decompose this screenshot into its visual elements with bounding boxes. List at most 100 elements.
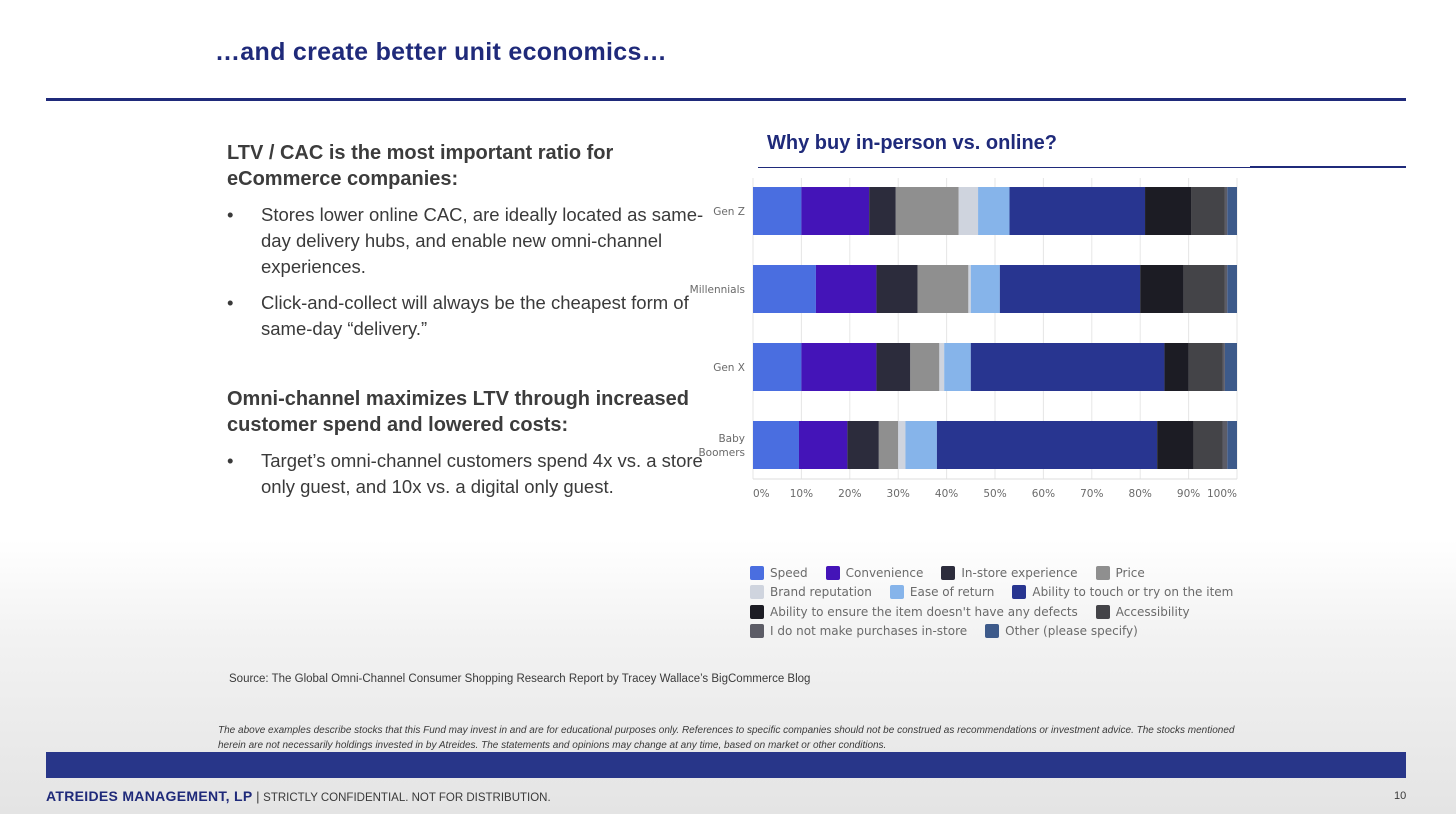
legend-swatch: [750, 604, 764, 619]
bar-segment: [1157, 421, 1194, 469]
legend-item: Speed: [750, 565, 808, 580]
bullet-text: Target’s omni-channel customers spend 4x…: [261, 450, 703, 497]
chart-title-rule: [758, 167, 1406, 168]
bullet-item: • Click-and-collect will always be the ch…: [227, 290, 707, 342]
legend-row: Ability to ensure the item doesn't have …: [750, 602, 1270, 622]
bar-segment: [936, 421, 1158, 469]
legend-item: Other (please specify): [985, 624, 1138, 639]
legend-label: Other (please specify): [1005, 624, 1138, 639]
bullet-item: • Target’s omni-channel customers spend 4…: [227, 448, 707, 500]
left-column-section-2: Omni-channel maximizes LTV through incre…: [227, 386, 707, 510]
page-number: 10: [1394, 790, 1407, 802]
legend-label: Ability to ensure the item doesn't have …: [770, 604, 1078, 619]
bar-segment: [978, 187, 1010, 235]
bar-segment: [815, 265, 877, 313]
legend-label: I do not make purchases in-store: [770, 624, 968, 639]
bar-segment: [917, 265, 969, 313]
bar-segment: [801, 343, 877, 391]
section-2-bullets: • Target’s omni-channel customers spend 4…: [227, 448, 707, 500]
legend-item: Ability to ensure the item doesn't have …: [750, 604, 1078, 619]
tick-label: 60%: [1032, 488, 1055, 500]
bar-segment: [1224, 265, 1228, 313]
legend-item: Accessibility: [1095, 604, 1190, 619]
chart-legend: Speed Convenience In-store experience Price…: [750, 563, 1270, 641]
bar-segment: [958, 187, 979, 235]
legend-item: Ability to touch or try on the item: [1012, 585, 1234, 600]
bar-segment: [1222, 421, 1228, 469]
bar-segment: [801, 187, 870, 235]
legend-item: In-store experience: [941, 565, 1078, 580]
legend-row: Speed Convenience In-store experience Price: [750, 563, 1270, 583]
footer-band: [46, 752, 1406, 778]
legend-row: I do not make purchases in-store Other (p…: [750, 622, 1270, 642]
bar-segment: [970, 265, 1000, 313]
bar-segment: [970, 343, 1165, 391]
legend-swatch: [1095, 565, 1110, 580]
category-label: Millennials: [690, 284, 745, 296]
chart-title-rule-accent: [1250, 166, 1406, 168]
tick-label: 50%: [983, 488, 1006, 500]
legend-item: I do not make purchases in-store: [750, 624, 968, 639]
section-1-heading: LTV / CAC is the most important ratio fo…: [227, 142, 614, 190]
bar-segment: [878, 421, 899, 469]
tick-label: 70%: [1080, 488, 1103, 500]
legend-item: Convenience: [825, 565, 923, 580]
bar-segment: [1227, 265, 1237, 313]
legend-swatch: [1012, 585, 1027, 600]
legend-item: Ease of return: [889, 585, 995, 600]
legend-swatch: [941, 565, 956, 580]
bar-segment: [1183, 265, 1225, 313]
tick-label: 40%: [935, 488, 958, 500]
bar-segment: [944, 343, 971, 391]
bar-segment: [876, 265, 918, 313]
bar-segment: [1227, 187, 1237, 235]
bullet-text: Stores lower online CAC, are ideally loc…: [261, 204, 704, 277]
bullet-dot: •: [227, 292, 234, 313]
bar-segment: [968, 265, 971, 313]
legend-label: Accessibility: [1115, 604, 1190, 619]
legend-label: Ease of return: [909, 585, 995, 600]
legend-swatch: [889, 585, 904, 600]
tick-label: 10%: [790, 488, 813, 500]
title-rule: [46, 98, 1406, 101]
bar-segment: [1140, 265, 1184, 313]
bar-segment: [1009, 187, 1146, 235]
bullet-item: • Stores lower online CAC, are ideally lo…: [227, 202, 707, 280]
legend-row: Brand reputation Ease of return Ability to…: [750, 583, 1270, 603]
section-1-bullets: • Stores lower online CAC, are ideally lo…: [227, 202, 707, 342]
legend-label: Ability to touch or try on the item: [1032, 585, 1234, 600]
category-label: Boomers: [698, 447, 745, 459]
bar-segment: [898, 421, 906, 469]
legend-swatch: [985, 624, 1000, 639]
legend-swatch: [825, 565, 840, 580]
legend-label: In-store experience: [961, 565, 1078, 580]
bullet-text: Click-and-collect will always be the che…: [261, 292, 689, 339]
legend-label: Brand reputation: [770, 585, 872, 600]
tick-label: 20%: [838, 488, 861, 500]
bar-segment: [753, 187, 802, 235]
bar-segment: [895, 187, 959, 235]
legend-item: Price: [1095, 565, 1145, 580]
bar-segment: [999, 265, 1141, 313]
category-label: Baby: [718, 433, 745, 445]
bar-segment: [1191, 187, 1225, 235]
footer: ATREIDES MANAGEMENT, LP | STRICTLY CONFI…: [46, 788, 551, 804]
stacked-bar-chart: Gen Z Millennials Gen X Baby Boomers 0% 10% 20%…: [690, 178, 1238, 500]
tick-label: 80%: [1129, 488, 1152, 500]
bar-segment: [1145, 187, 1192, 235]
bar-segment: [1188, 343, 1223, 391]
bar-segment: [753, 421, 799, 469]
bar-segment: [1222, 343, 1225, 391]
footer-separator: |: [252, 789, 264, 804]
bar-segment: [753, 265, 816, 313]
bullet-dot: •: [227, 450, 234, 471]
legend-swatch: [750, 585, 764, 600]
bar-segment: [798, 421, 848, 469]
bar-segment: [1193, 421, 1223, 469]
slide-title: …and create better unit economics…: [215, 38, 667, 66]
legend-label: Price: [1115, 565, 1145, 580]
category-label: Gen Z: [713, 206, 745, 218]
bar-segment: [753, 343, 802, 391]
tick-label: 90%: [1177, 488, 1200, 500]
bar-segment: [847, 421, 879, 469]
